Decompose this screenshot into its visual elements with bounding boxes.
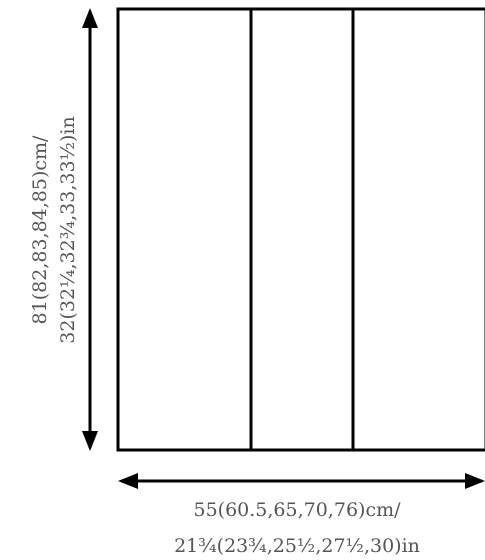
height-label-line1: 81(82,83,84,85)cm/ <box>29 135 51 324</box>
height-label-line2: 32(32¼,32¾,33,33½)in <box>57 116 79 343</box>
width-label-line1: 55(60.5,65,70,76)cm/ <box>193 499 401 521</box>
height-label: 81(82,83,84,85)cm/ 32(32¼,32¾,33,33½)in <box>29 116 79 343</box>
width-dimension-arrow <box>118 473 485 489</box>
width-label-line2: 21¾(23¾,25½,27½,30)in <box>174 535 420 557</box>
garment-outline <box>116 7 485 452</box>
height-dimension-arrow <box>82 8 98 451</box>
